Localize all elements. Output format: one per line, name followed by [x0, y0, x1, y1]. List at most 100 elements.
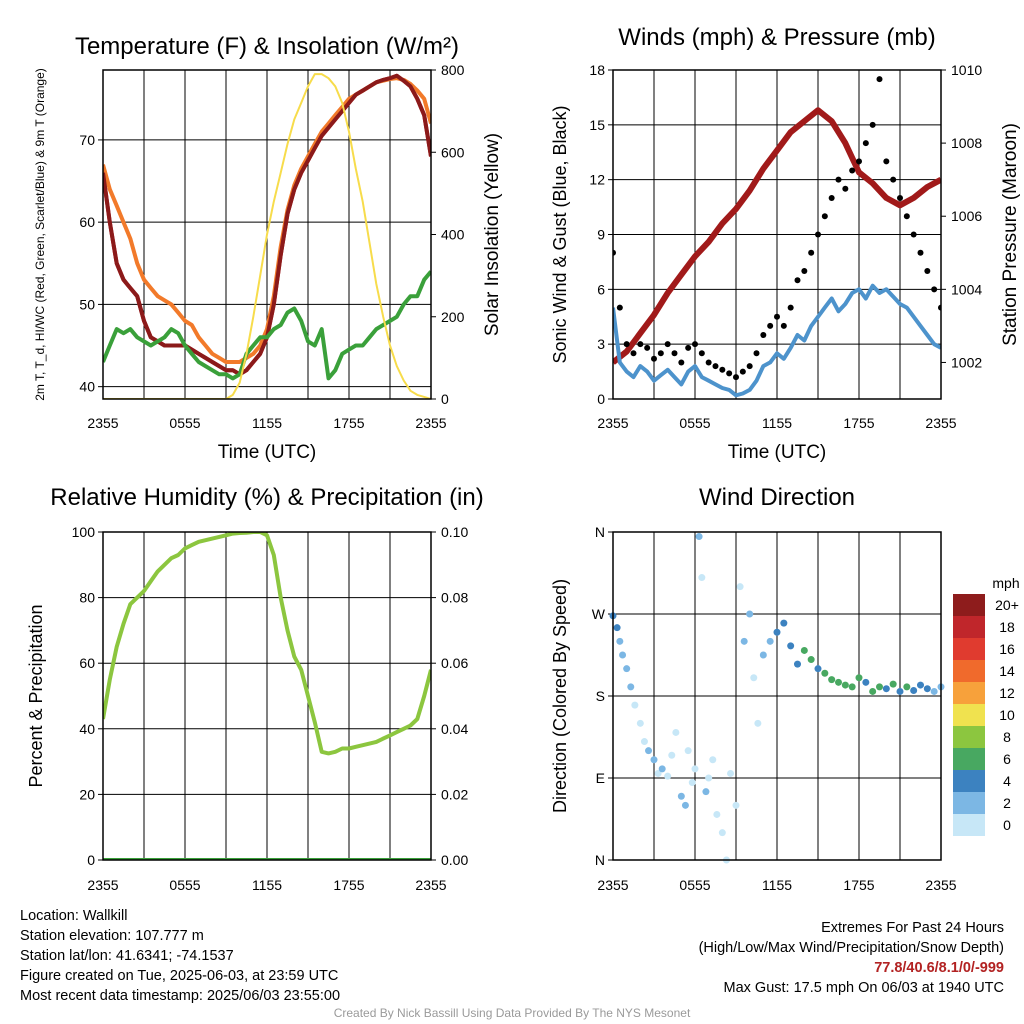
direction-point — [705, 774, 713, 782]
gust-point — [828, 194, 835, 201]
direction-point — [787, 642, 795, 650]
extremes-info: Extremes For Past 24 Hours (High/Low/Max… — [699, 918, 1004, 998]
gust-point — [657, 350, 664, 357]
direction-point — [930, 687, 938, 695]
colorbar-swatch — [953, 814, 985, 836]
direction-point — [691, 765, 699, 773]
gust-point — [746, 363, 753, 370]
gust-point — [685, 344, 692, 351]
direction-point — [917, 681, 924, 689]
direction-point — [896, 687, 904, 695]
y2-axis-label: Station Pressure (Maroon) — [1000, 123, 1021, 346]
x-tick-label: 2355 — [87, 877, 118, 893]
y2-tick-label: 0.02 — [441, 786, 468, 802]
y-tick-label: 15 — [589, 117, 605, 133]
x-tick-label: 1155 — [252, 877, 282, 893]
series-line-relative-humidity — [103, 532, 431, 756]
gust-point — [692, 341, 698, 348]
y-tick-label: 100 — [72, 524, 96, 540]
y-tick-label: 12 — [589, 172, 605, 188]
y-tick-label: 50 — [79, 296, 95, 312]
series-line-sonic-wind — [613, 283, 941, 398]
gust-point — [856, 158, 862, 165]
station-info: Location: Wallkill Station elevation: 10… — [20, 906, 340, 1006]
direction-point — [821, 669, 829, 677]
direction-point — [616, 637, 624, 645]
y-tick-label: 6 — [597, 281, 605, 297]
y-tick-label: 40 — [79, 379, 95, 395]
plot-frame — [612, 531, 942, 861]
gust-point — [733, 374, 739, 381]
plot-frame — [102, 531, 432, 861]
gust-point — [664, 341, 671, 348]
y-tick-label: 70 — [79, 132, 95, 148]
colorbar-label: 4 — [1003, 773, 1011, 789]
y2-tick-label: 800 — [441, 62, 465, 78]
gust-point — [651, 355, 657, 362]
x-axis-label: Time (UTC) — [728, 442, 827, 463]
direction-point — [709, 756, 717, 764]
y2-tick-label: 0.06 — [441, 655, 468, 671]
y2-tick-label: 600 — [441, 144, 465, 160]
y2-tick-label: 200 — [441, 309, 465, 325]
y-axis-label: Sonic Wind & Gust (Blue, Black) — [550, 105, 570, 363]
direction-point — [869, 687, 877, 695]
direction-point — [807, 656, 815, 664]
gust-point — [787, 304, 794, 311]
colorbar-label: 2 — [1003, 795, 1011, 811]
direction-point — [684, 747, 692, 755]
gust-point — [917, 249, 924, 256]
gust-point — [726, 370, 733, 377]
colorbar-swatch — [953, 726, 985, 748]
gust-point — [794, 277, 801, 284]
direction-point — [814, 665, 822, 673]
colorbar-label: 0 — [1003, 817, 1011, 833]
direction-point — [766, 637, 774, 645]
gust-point — [678, 359, 685, 366]
gust-point — [876, 76, 883, 83]
direction-point — [773, 628, 781, 636]
direction-point — [923, 685, 931, 693]
gust-point — [753, 350, 760, 357]
y-tick-label: 3 — [597, 336, 605, 352]
direction-point — [672, 728, 680, 736]
colorbar-label: 18 — [999, 619, 1015, 635]
gust-point — [890, 176, 897, 183]
colorbar-swatch — [953, 594, 985, 616]
direction-point — [740, 637, 748, 645]
x-tick-label: 2355 — [597, 415, 628, 431]
y2-tick-label: 1008 — [951, 135, 982, 151]
colorbar-label: 8 — [1003, 729, 1011, 745]
colorbar-swatch — [953, 682, 985, 704]
colorbar-label: 6 — [1003, 751, 1011, 767]
x-tick-label: 2355 — [415, 415, 446, 431]
x-tick-label: 0555 — [169, 415, 200, 431]
gust-point — [767, 322, 774, 329]
direction-point — [759, 651, 767, 659]
direction-point — [828, 676, 836, 684]
extremes-values: 77.8/40.6/8.1/0/-999 — [874, 960, 1004, 976]
panel-title: Wind Direction — [699, 484, 855, 511]
series-line-station-pressure — [613, 107, 941, 365]
series-line-2m-td — [103, 270, 431, 381]
colorbar-label: 20+ — [995, 597, 1019, 613]
direction-point — [855, 674, 863, 682]
direction-point — [862, 678, 870, 686]
direction-point — [627, 683, 635, 691]
gust-point — [808, 249, 815, 256]
gust-point — [739, 368, 746, 375]
x-tick-label: 1755 — [843, 415, 874, 431]
x-tick-label: 1755 — [333, 877, 364, 893]
y-tick-label: E — [596, 770, 605, 786]
direction-point — [645, 747, 653, 755]
direction-point — [727, 769, 735, 777]
gust-point — [897, 194, 903, 201]
location-text: Location: Wallkill — [20, 908, 128, 924]
x-axis-label: Time (UTC) — [218, 442, 317, 463]
y-tick-label: S — [596, 688, 605, 704]
x-tick-label: 2355 — [597, 877, 628, 893]
colorbar-title: mph — [992, 575, 1019, 591]
y2-tick-label: 1010 — [951, 62, 982, 78]
y2-tick-label: 0.04 — [441, 721, 468, 737]
x-tick-label: 2355 — [925, 877, 956, 893]
